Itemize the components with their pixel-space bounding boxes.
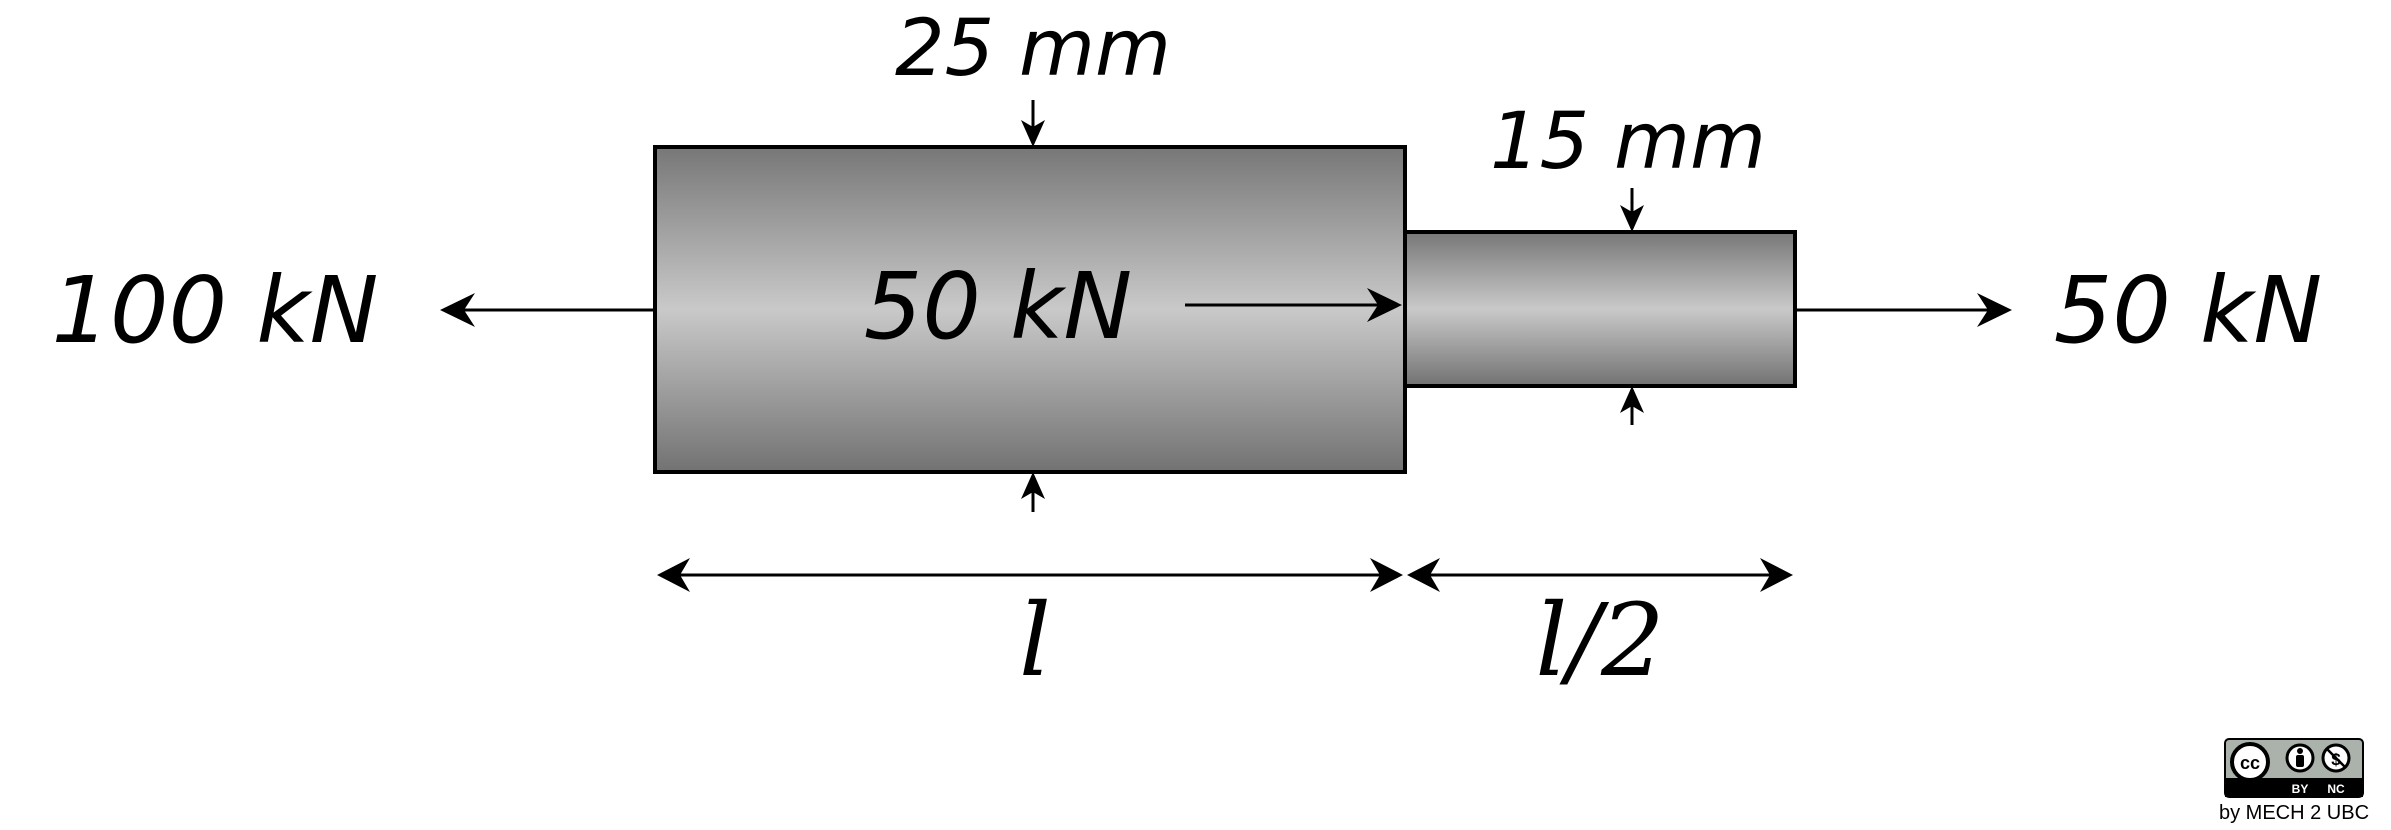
length-dimension-half-l bbox=[1407, 558, 1793, 592]
large-diameter-bottom-arrow bbox=[1021, 472, 1045, 512]
left-length-label: l bbox=[1019, 582, 1051, 699]
small-diameter-bottom-arrow bbox=[1620, 386, 1644, 425]
left-load-arrow bbox=[440, 293, 655, 327]
cc-circle-icon bbox=[2230, 742, 2270, 782]
nc-label: NC bbox=[2327, 782, 2345, 796]
small-rod-segment bbox=[1403, 230, 1797, 388]
right-load-label: 50 kN bbox=[2054, 257, 2322, 364]
internal-load-arrow bbox=[1185, 288, 1402, 322]
large-rod-segment bbox=[653, 145, 1407, 474]
left-diameter-label: 25 mm bbox=[895, 4, 1171, 94]
length-dimension-l bbox=[657, 558, 1403, 592]
right-load-arrow bbox=[1795, 293, 2012, 327]
by-label: BY bbox=[2292, 782, 2309, 796]
right-length-label: l/2 bbox=[1535, 582, 1664, 699]
cc-by-nc-icon: cc $ BY NC bbox=[2224, 738, 2364, 798]
internal-load-label: 50 kN bbox=[864, 253, 1132, 360]
attribution-text: by MECH 2 UBC bbox=[2218, 802, 2370, 824]
large-diameter-top-arrow bbox=[1021, 100, 1045, 147]
right-diameter-label: 15 mm bbox=[1490, 97, 1766, 187]
small-diameter-top-arrow bbox=[1620, 188, 1644, 232]
cc-text: cc bbox=[2240, 753, 2260, 773]
cc-license-badge: cc $ BY NC by MECH 2 UBC bbox=[2203, 738, 2385, 824]
left-load-label: 100 kN bbox=[52, 257, 379, 364]
